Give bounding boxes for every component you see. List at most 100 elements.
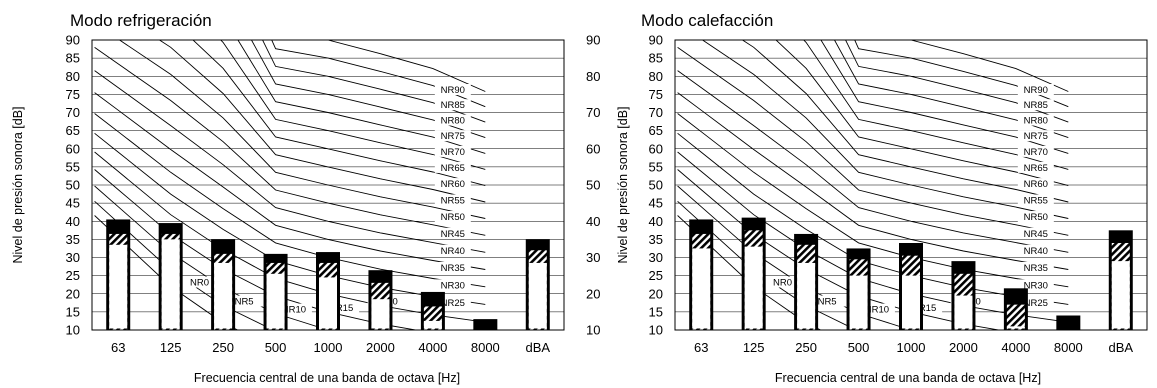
y-tick-label: 60 — [649, 141, 663, 156]
nr-curve — [237, 40, 486, 154]
y-tick-label: 70 — [649, 105, 663, 120]
bar-white — [528, 262, 547, 329]
nr-label-bg — [1017, 178, 1054, 190]
nr-curve-label: NR85 — [441, 100, 465, 111]
x-tick-label: 63 — [111, 340, 125, 355]
bar-total — [1056, 315, 1081, 330]
nr-label-bg — [1017, 227, 1054, 239]
nr-curve — [803, 40, 1069, 170]
y-tick-labels-left: 10 15 20 25 30 35 40 45 50 55 60 65 70 75 80 85 90 — [649, 33, 663, 338]
nr-curve — [775, 40, 1069, 187]
y-tick-label: 90 — [66, 33, 80, 48]
nr-curve-label: NR75 — [441, 131, 465, 142]
nr-label-bg — [323, 301, 360, 313]
y-tick-label-right: 30 — [586, 250, 600, 265]
nr-label-bg — [434, 84, 471, 96]
nr-curve-label: NR35 — [441, 263, 465, 274]
nr-label-bg — [434, 178, 471, 190]
nr-curve-label: NR5 — [818, 297, 837, 308]
nr-curve-label: NR50 — [1024, 212, 1048, 223]
nr-curve — [94, 185, 330, 330]
nr-label-bg — [434, 114, 471, 126]
y-tick-label: 50 — [649, 178, 663, 193]
nr-curve-label: NR45 — [1024, 229, 1048, 240]
nr-curve — [325, 40, 486, 92]
nr-curve — [118, 40, 486, 219]
y-axis-label: Nivel de presión sonora [dB] — [11, 106, 25, 263]
y-tick-label-right: 70 — [586, 105, 600, 120]
bar-white — [266, 273, 285, 329]
nr-curve-label: NR85 — [1024, 100, 1048, 111]
bar-hatched — [1006, 304, 1025, 330]
y-tick-label: 55 — [66, 159, 80, 174]
nr-curve-label: NR55 — [441, 195, 465, 206]
nr-curve-label: NR0 — [190, 278, 209, 289]
x-axis-label: Frecuencia central de una banda de octav… — [775, 371, 1041, 385]
nr-label-bg — [434, 194, 471, 206]
nr-curve-label: NR55 — [1024, 195, 1048, 206]
nr-curve-label: NR35 — [1024, 263, 1048, 274]
y-tick-label: 80 — [66, 69, 80, 84]
y-tick-label: 75 — [66, 87, 80, 102]
nr-label-bg — [1017, 194, 1054, 206]
y-axis-label: Nivel de presión sonora [dB] — [616, 106, 630, 263]
nr-curve — [677, 70, 1069, 253]
bar-white — [954, 295, 973, 329]
y-tick-label: 40 — [66, 214, 80, 229]
y-tick-label: 20 — [649, 286, 663, 301]
y-tick-label-right: 50 — [586, 178, 600, 193]
nr-label-bg — [434, 161, 471, 173]
y-tick-label: 35 — [649, 232, 663, 247]
bars — [106, 219, 550, 330]
bar-white — [161, 239, 180, 329]
bar-white — [319, 277, 337, 329]
nr-curve — [94, 47, 486, 236]
y-tick-label-right: 40 — [586, 214, 600, 229]
bar-white — [902, 275, 920, 329]
nr-label-bg — [434, 211, 471, 223]
nr-label-bg — [1017, 279, 1054, 291]
nr-curve-label: NR10 — [282, 305, 306, 316]
x-tick-label: 2000 — [949, 340, 978, 355]
nr-curve — [701, 40, 1069, 219]
y-tick-label: 20 — [66, 286, 80, 301]
nr-label-bg — [764, 276, 801, 288]
nr-curve — [94, 215, 239, 330]
bar-white — [692, 248, 711, 329]
y-tick-label: 45 — [649, 196, 663, 211]
x-tick-label: 125 — [743, 340, 765, 355]
nr-label-bg — [1017, 84, 1054, 96]
nr-curve-label: NR60 — [441, 179, 465, 190]
nr-curve — [677, 200, 858, 330]
nr-curve — [271, 40, 486, 108]
y-tick-label: 85 — [649, 51, 663, 66]
bar-total — [473, 319, 498, 330]
nr-curve — [845, 40, 1069, 123]
y-tick-label: 45 — [66, 196, 80, 211]
y-tick-label: 65 — [66, 123, 80, 138]
bar-white — [109, 244, 128, 329]
y-tick-label: 50 — [66, 178, 80, 193]
x-tick-label: 2000 — [366, 340, 395, 355]
nr-label-bg — [181, 276, 218, 288]
nr-label-bg — [1017, 161, 1054, 173]
x-tick-label: 500 — [848, 340, 870, 355]
nr-curves — [677, 40, 1069, 330]
nr-curve-label: NR75 — [1024, 131, 1048, 142]
bar-white — [423, 320, 442, 329]
x-tick-label: 4000 — [418, 340, 447, 355]
y-tick-label: 60 — [66, 141, 80, 156]
nr-curve-label: NR0 — [773, 278, 792, 289]
nr-curve-label: NR30 — [1024, 280, 1048, 291]
nr-label-bg — [434, 244, 471, 256]
bar-white — [1111, 261, 1130, 329]
nr-curve-label: NR15 — [912, 303, 936, 314]
y-tick-label: 90 — [649, 33, 663, 48]
y-tick-label: 35 — [66, 232, 80, 247]
nr-label-bg — [434, 279, 471, 291]
nr-curve — [677, 47, 1069, 236]
x-tick-label: 250 — [212, 340, 234, 355]
y-tick-label-right: 20 — [586, 286, 600, 301]
nr-curve — [94, 70, 486, 253]
y-tick-label: 55 — [649, 159, 663, 174]
